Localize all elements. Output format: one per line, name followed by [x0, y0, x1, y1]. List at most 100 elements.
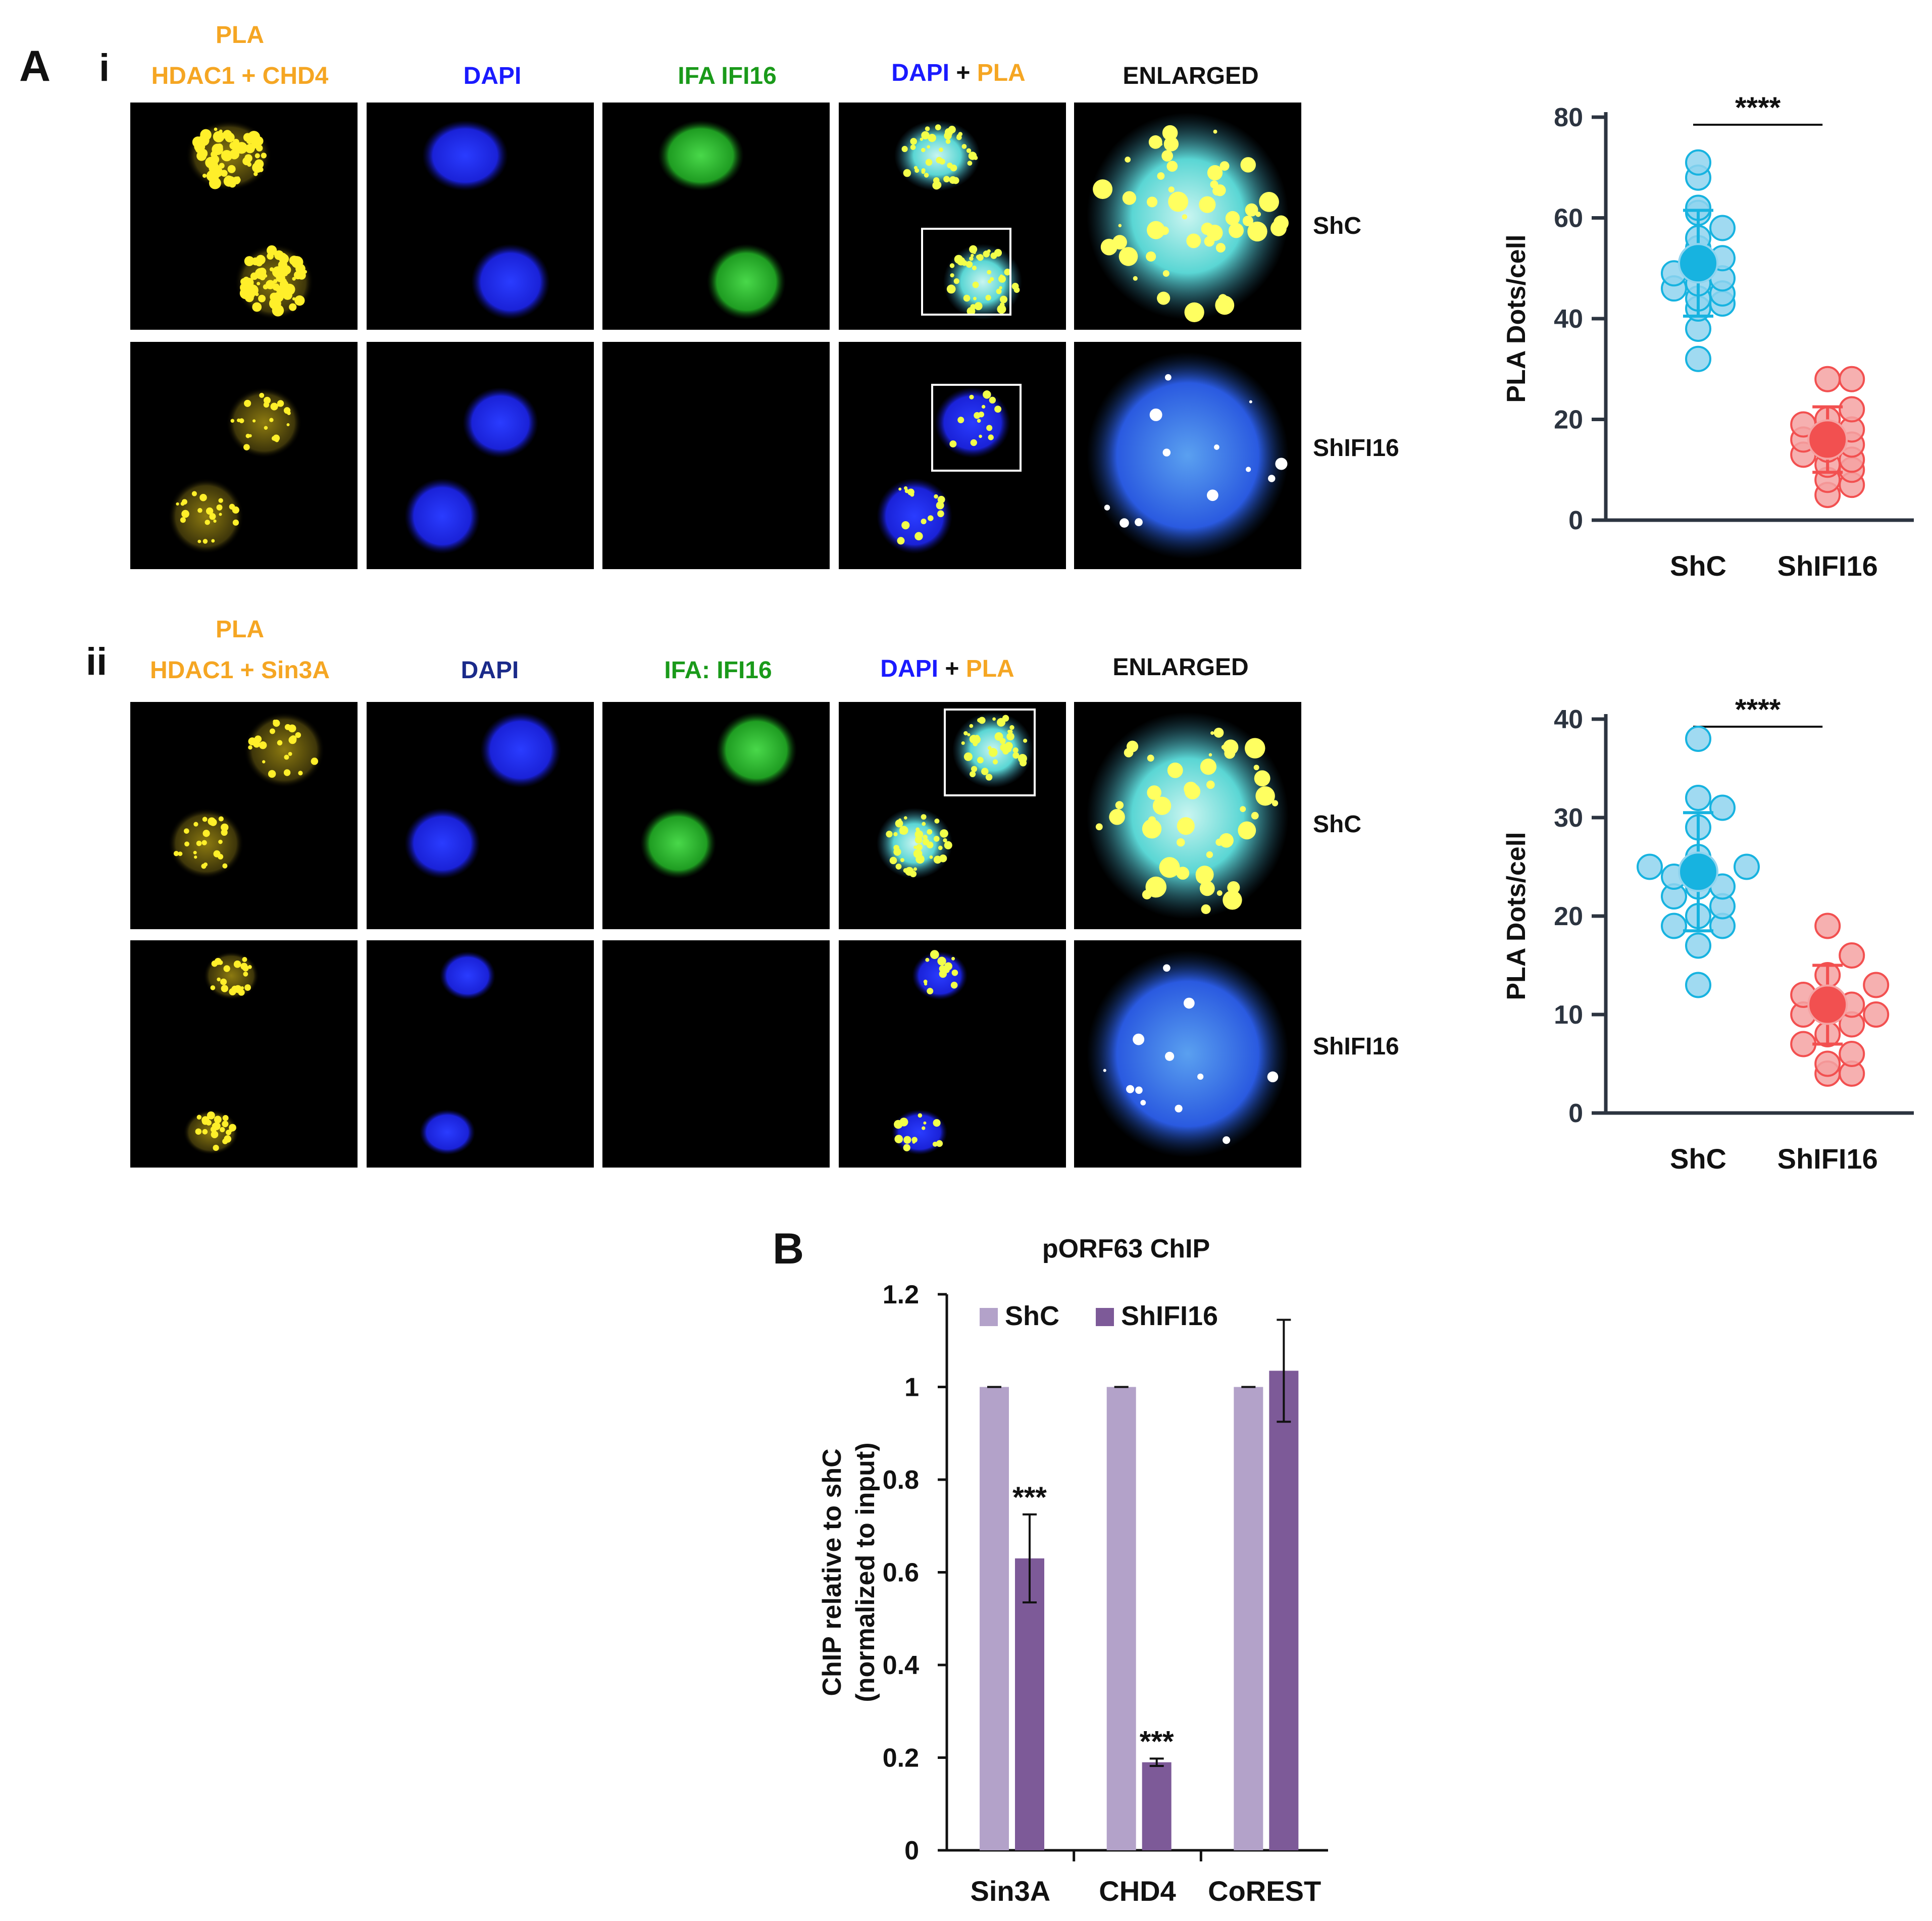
pla-dot	[954, 255, 963, 264]
pla-dot	[216, 504, 223, 511]
bar	[980, 1387, 1009, 1850]
pla-dot	[220, 1127, 225, 1133]
pla-dot	[897, 537, 905, 545]
pla-dot	[221, 823, 229, 832]
pla-dot	[977, 254, 984, 261]
pla-dot	[981, 405, 986, 409]
pla-dot	[1206, 489, 1218, 501]
pla-dot	[969, 724, 974, 728]
pla-dot	[222, 1121, 229, 1128]
pla-dot	[925, 957, 930, 962]
pla-dot	[969, 256, 974, 261]
bar	[1269, 1371, 1299, 1850]
y-tick-label: 0	[1568, 1099, 1583, 1128]
pla-dot	[940, 829, 948, 838]
pla-dot	[210, 1126, 217, 1133]
cell-nucleus	[1087, 352, 1289, 559]
pla-dot	[244, 154, 252, 163]
pla-dot	[1168, 191, 1189, 212]
pla-dot	[244, 256, 255, 266]
pla-dot	[1167, 763, 1183, 778]
i-row-label-shifi16: ShIFI16	[1313, 435, 1399, 462]
zoom-box	[931, 384, 1022, 472]
pla-dot	[970, 439, 977, 446]
pla-dot	[1157, 291, 1171, 305]
ii-ifa-header: IFA: IFI16	[664, 657, 772, 684]
pla-dot	[1199, 196, 1216, 213]
pla-dot	[994, 248, 1002, 257]
pla-dot	[208, 817, 216, 826]
pla-dot	[978, 412, 984, 418]
i-merge-header: DAPI + PLA	[891, 60, 1025, 86]
y-tick-label: 20	[1554, 902, 1583, 931]
pla-dot	[1164, 374, 1172, 381]
pla-dot	[936, 1140, 943, 1147]
cell-nucleus	[480, 712, 561, 788]
significance-label: ***	[1012, 1481, 1047, 1514]
bar	[1142, 1762, 1172, 1850]
ii-pla-title: PLA	[216, 616, 264, 643]
pla-dot	[288, 736, 297, 744]
pla-dot	[913, 867, 918, 871]
pla-dot	[229, 149, 239, 160]
pla-dot	[1146, 251, 1156, 262]
significance-label: ****	[1735, 693, 1781, 726]
pla-dot	[977, 756, 983, 762]
pla-dot	[1213, 129, 1217, 134]
pla-dot	[272, 266, 284, 278]
pla-dot	[270, 292, 279, 301]
cell-nucleus	[404, 808, 480, 879]
pla-dot	[222, 863, 228, 869]
chart-title: pORF63 ChIP	[1042, 1234, 1210, 1263]
pla-dot	[1215, 295, 1235, 315]
pla-dot	[965, 261, 973, 268]
pla-dot	[977, 419, 981, 423]
pla-dot	[973, 251, 976, 255]
pla-dot	[176, 502, 179, 506]
pla-dot	[238, 989, 245, 996]
pla-dot	[943, 838, 947, 843]
pla-dot	[971, 766, 978, 772]
pla-dot	[1104, 504, 1110, 511]
y-tick-label: 1.2	[883, 1280, 919, 1309]
pla-dot	[1103, 1069, 1106, 1072]
pla-dot	[928, 133, 936, 142]
pla-dot	[1206, 851, 1213, 858]
pla-dot	[180, 517, 186, 523]
legend-label: ShC	[1005, 1301, 1059, 1331]
pla-dot	[294, 295, 305, 306]
pla-dot	[951, 956, 955, 960]
pla-dot	[944, 128, 953, 136]
pla-dot	[992, 759, 998, 765]
pla-dot	[233, 960, 241, 968]
pla-dot	[240, 282, 250, 293]
pla-dot	[1221, 744, 1227, 750]
pla-dot	[935, 124, 941, 131]
pla-dot	[922, 838, 930, 845]
pla-dot	[1200, 759, 1216, 775]
pla-dot	[988, 434, 994, 440]
sub-i-label: i	[99, 46, 110, 89]
pla-dot	[275, 438, 279, 442]
pla-dot	[1152, 796, 1172, 815]
pla-dot	[1201, 904, 1211, 915]
pla-dot	[925, 159, 933, 166]
pla-dot	[972, 735, 981, 744]
pla-dot	[197, 508, 202, 513]
pla-dot	[1255, 786, 1275, 806]
micrograph-tile	[130, 342, 358, 569]
pla-dot	[184, 828, 189, 834]
micrograph-tile	[839, 342, 1066, 569]
pla-dot	[229, 503, 235, 510]
pla-dot	[228, 176, 235, 183]
cell-nucleus	[168, 478, 244, 554]
pla-dot	[967, 733, 971, 736]
micrograph-tile	[839, 702, 1066, 929]
y-tick-label: 40	[1554, 705, 1583, 734]
pla-dot	[970, 771, 976, 778]
pla-dot	[924, 173, 929, 178]
pla-dot	[1115, 801, 1124, 810]
pla-dot	[913, 166, 918, 170]
pla-dot	[894, 1120, 903, 1129]
micrograph-tile	[602, 940, 830, 1168]
